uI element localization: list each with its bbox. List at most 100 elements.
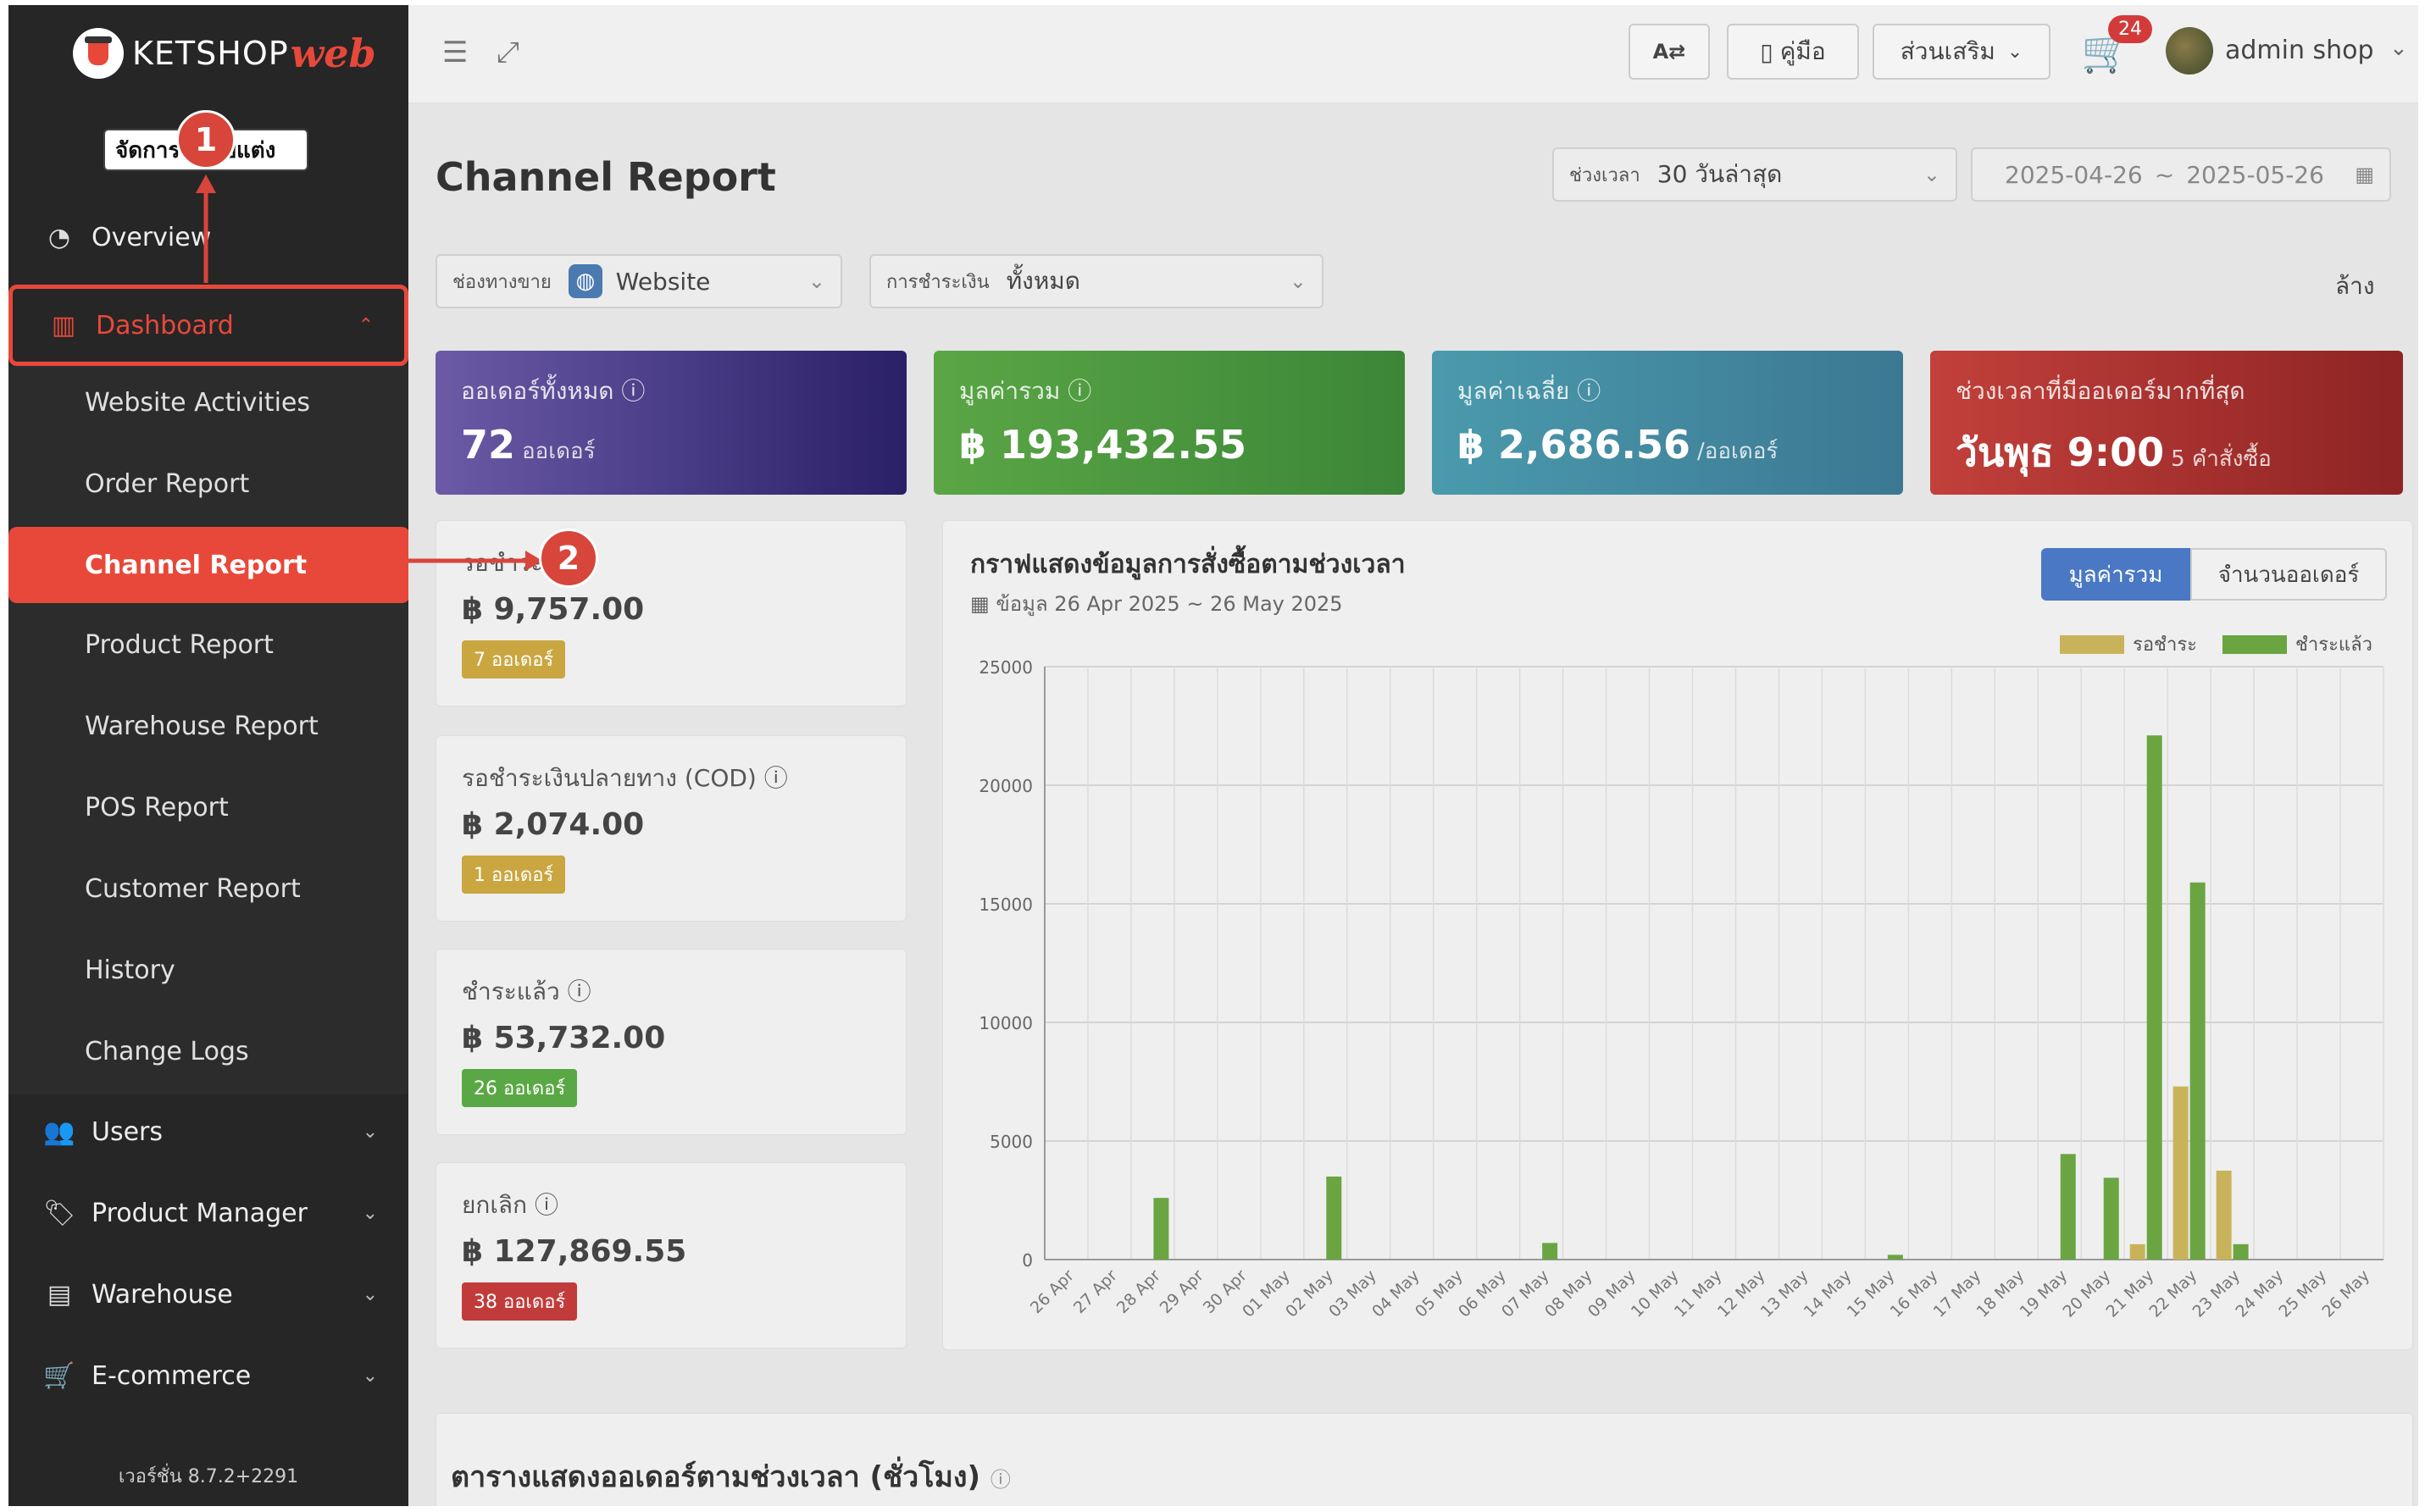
dashboard-submenu: Website Activities Order Report Channel … bbox=[8, 366, 408, 1094]
fullscreen-icon[interactable]: ⤢ bbox=[497, 36, 520, 69]
x-tick-label: 12 May bbox=[1714, 1266, 1769, 1321]
hourly-table-title: ตารางแสดงออเดอร์ตามช่วงเวลา (ชั่วโมง) bbox=[451, 1460, 981, 1494]
x-tick-label: 25 May bbox=[2275, 1266, 2330, 1321]
card-title: มูลค่าเฉลี่ย bbox=[1457, 377, 1570, 405]
chevron-down-icon[interactable]: ⌄ bbox=[2389, 36, 2408, 61]
sidebar-item-warehouse[interactable]: ▤ Warehouse ⌄ bbox=[8, 1254, 408, 1335]
submenu-change-logs[interactable]: Change Logs bbox=[85, 1037, 249, 1066]
payment-value: ทั้งหมด bbox=[1006, 267, 1080, 295]
sidebar-item-users[interactable]: 👥 Users ⌄ bbox=[8, 1091, 408, 1172]
chevron-down-icon: ⌄ bbox=[362, 1283, 378, 1305]
x-tick-label: 29 Apr bbox=[1157, 1266, 1207, 1317]
chevron-down-icon: ⌄ bbox=[1923, 163, 1940, 186]
chart-title: กราฟแสดงข้อมูลการสั่งซื้อตามช่วงเวลา bbox=[970, 550, 1406, 579]
card-unit: 5 คำสั่งซื้อ bbox=[2171, 446, 2272, 472]
clear-filter-link[interactable]: ล้าง bbox=[2335, 272, 2375, 300]
status-title: รอชำระเงินปลายทาง (COD) bbox=[462, 764, 757, 792]
logo[interactable]: KETSHOP web bbox=[73, 25, 376, 81]
addons-dropdown[interactable]: ส่วนเสริม ⌄ bbox=[1873, 24, 2050, 80]
summary-card-total-orders: ออเดอร์ทั้งหมด ⓘ 72 ออเดอร์ bbox=[436, 351, 907, 495]
submenu-history[interactable]: History bbox=[85, 955, 175, 985]
chevron-down-icon: ⌄ bbox=[1289, 269, 1307, 293]
x-tick-label: 05 May bbox=[1412, 1266, 1467, 1321]
summary-card-peak-time: ช่วงเวลาที่มีออเดอร์มากที่สุด วันพุธ 9:0… bbox=[1930, 351, 2403, 495]
bar-paid bbox=[1887, 1254, 1903, 1260]
chevron-down-icon: ⌄ bbox=[807, 269, 825, 293]
sidebar-item-overview[interactable]: ◔ Overview bbox=[8, 197, 408, 278]
x-tick-label: 27 Apr bbox=[1070, 1266, 1121, 1317]
submenu-website-activities[interactable]: Website Activities bbox=[85, 388, 310, 418]
bar-pending bbox=[2129, 1243, 2145, 1260]
x-tick-label: 28 Apr bbox=[1113, 1266, 1164, 1317]
card-unit: ออเดอร์ bbox=[522, 439, 596, 464]
payment-select[interactable]: การชำระเงิน ทั้งหมด ⌄ bbox=[869, 254, 1323, 308]
sidebar-item-label: Dashboard bbox=[96, 310, 234, 341]
submenu-warehouse-report[interactable]: Warehouse Report bbox=[85, 712, 319, 741]
step-marker-1: 1 bbox=[176, 110, 236, 169]
y-tick-label: 15000 bbox=[979, 894, 1033, 915]
app-window: KETSHOP web จัดการ บแต่ง ◔ Overview ▥ Da… bbox=[8, 5, 2418, 1506]
avatar[interactable] bbox=[2166, 27, 2213, 75]
submenu-product-report[interactable]: Product Report bbox=[85, 630, 274, 660]
x-tick-label: 04 May bbox=[1368, 1266, 1423, 1321]
toggle-total-value[interactable]: มูลค่ารวม bbox=[2041, 548, 2190, 601]
info-icon: ⓘ bbox=[567, 978, 591, 1005]
card-value: วันพุธ 9:00 bbox=[1956, 429, 2165, 475]
legend-pending: รอชำระ bbox=[2060, 629, 2197, 659]
status-card-paid: ชำระแล้ว ⓘ ฿ 53,732.00 26 ออเดอร์ bbox=[436, 949, 907, 1135]
language-button[interactable]: A⇄ bbox=[1629, 24, 1710, 80]
x-tick-label: 10 May bbox=[1628, 1266, 1683, 1321]
bar-paid bbox=[2233, 1243, 2249, 1260]
sidebar-item-ecommerce[interactable]: 🛒 E-commerce ⌄ bbox=[8, 1335, 408, 1416]
legend-paid: ชำระแล้ว bbox=[2222, 629, 2372, 659]
menu-collapse-icon[interactable]: ☰ bbox=[442, 36, 469, 69]
manual-label: คู่มือ bbox=[1779, 37, 1826, 65]
channel-select[interactable]: ช่องทางขาย ◍ Website ⌄ bbox=[436, 254, 842, 308]
x-tick-label: 18 May bbox=[1973, 1266, 2028, 1321]
submenu-pos-report[interactable]: POS Report bbox=[85, 793, 229, 822]
x-tick-label: 02 May bbox=[1282, 1266, 1337, 1321]
info-icon: ⓘ bbox=[763, 764, 788, 792]
y-tick-label: 25000 bbox=[979, 657, 1033, 678]
globe-icon: ◍ bbox=[568, 264, 602, 298]
calendar-icon: ▦ bbox=[2355, 163, 2374, 186]
user-name[interactable]: admin shop bbox=[2225, 36, 2374, 65]
users-icon: 👥 bbox=[43, 1116, 75, 1147]
main-content: Channel Report ช่วงเวลา 30 วันล่าสุด ⌄ 2… bbox=[408, 103, 2418, 1506]
page-title: Channel Report bbox=[436, 154, 776, 200]
status-value: ฿ 2,074.00 bbox=[462, 807, 645, 842]
status-card-cod: รอชำระเงินปลายทาง (COD) ⓘ ฿ 2,074.00 1 อ… bbox=[436, 735, 907, 922]
x-tick-label: 20 May bbox=[2060, 1266, 2115, 1321]
card-value: ฿ 193,432.55 bbox=[959, 422, 1247, 468]
x-tick-label: 08 May bbox=[1541, 1266, 1596, 1321]
sidebar-item-product-manager[interactable]: 🏷 Product Manager ⌄ bbox=[8, 1172, 408, 1254]
card-title: ช่วงเวลาที่มีออเดอร์มากที่สุด bbox=[1956, 377, 2245, 405]
status-title: ชำระแล้ว bbox=[462, 978, 560, 1005]
info-icon: ⓘ bbox=[534, 1191, 558, 1219]
submenu-order-report[interactable]: Order Report bbox=[85, 469, 250, 499]
period-select[interactable]: ช่วงเวลา 30 วันล่าสุด ⌄ bbox=[1552, 147, 1957, 202]
period-value: 30 วันล่าสุด bbox=[1656, 160, 1783, 188]
date-separator: ~ bbox=[2154, 160, 2175, 189]
status-value: ฿ 53,732.00 bbox=[462, 1021, 666, 1055]
manual-button[interactable]: ▯ คู่มือ bbox=[1727, 24, 1859, 80]
x-tick-label: 21 May bbox=[2103, 1266, 2158, 1321]
info-icon: ⓘ bbox=[1577, 377, 1601, 405]
step-marker-2: 2 bbox=[539, 529, 598, 588]
y-tick-label: 10000 bbox=[979, 1013, 1033, 1033]
date-range-picker[interactable]: 2025-04-26 ~ 2025-05-26 ▦ bbox=[1971, 147, 2391, 202]
card-value: 72 bbox=[461, 422, 516, 468]
card-value: ฿ 2,686.56 bbox=[1457, 422, 1691, 468]
bar-pending bbox=[2173, 1086, 2189, 1260]
submenu-channel-report[interactable]: Channel Report bbox=[8, 527, 408, 603]
sidebar-item-dashboard[interactable]: ▥ Dashboard ⌃ bbox=[8, 285, 408, 366]
submenu-customer-report[interactable]: Customer Report bbox=[85, 874, 301, 904]
payment-label: การชำระเงิน bbox=[886, 271, 990, 293]
toggle-order-count[interactable]: จำนวนออเดอร์ bbox=[2190, 548, 2387, 601]
addons-label: ส่วนเสริม bbox=[1900, 37, 1995, 65]
logo-icon bbox=[73, 28, 124, 79]
chart-subtitle: ข้อมูล 26 Apr 2025 ~ 26 May 2025 bbox=[996, 592, 1343, 616]
y-tick-label: 20000 bbox=[979, 776, 1033, 796]
x-tick-label: 01 May bbox=[1239, 1266, 1294, 1321]
x-tick-label: 22 May bbox=[2145, 1266, 2200, 1321]
